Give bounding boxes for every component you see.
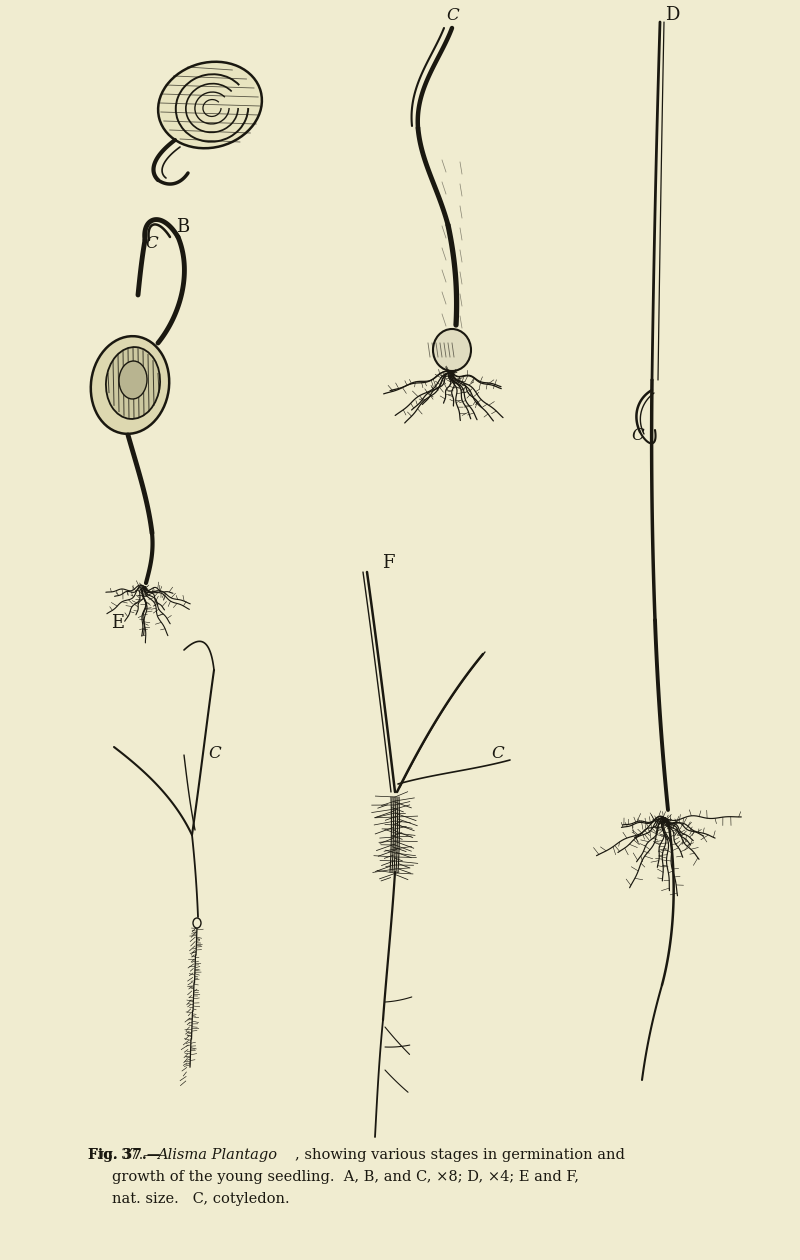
Text: Fig. 37.—: Fig. 37.— (88, 1148, 161, 1162)
Text: nat. size.   C, cotyledon.: nat. size. C, cotyledon. (112, 1192, 290, 1206)
Text: C: C (632, 427, 644, 444)
Text: B: B (176, 218, 190, 236)
Text: D: D (665, 6, 679, 24)
Ellipse shape (158, 62, 262, 149)
Ellipse shape (193, 919, 201, 929)
Text: E: E (111, 614, 125, 633)
Text: F: F (382, 554, 394, 572)
Text: growth of the young seedling.  A, B, and C, ×8; D, ×4; E and F,: growth of the young seedling. A, B, and … (112, 1171, 579, 1184)
Text: , showing various stages in germination and: , showing various stages in germination … (295, 1148, 625, 1162)
Text: C: C (209, 745, 222, 762)
Text: C: C (146, 236, 158, 252)
Ellipse shape (90, 336, 170, 433)
Text: C: C (446, 8, 459, 24)
Text: C: C (492, 745, 504, 762)
Ellipse shape (119, 362, 147, 399)
Text: Alisma Plantago: Alisma Plantago (157, 1148, 277, 1162)
Ellipse shape (433, 329, 471, 370)
Ellipse shape (106, 346, 160, 418)
Text: Fᴊɢ. 37.—: Fᴊɢ. 37.— (88, 1148, 157, 1162)
